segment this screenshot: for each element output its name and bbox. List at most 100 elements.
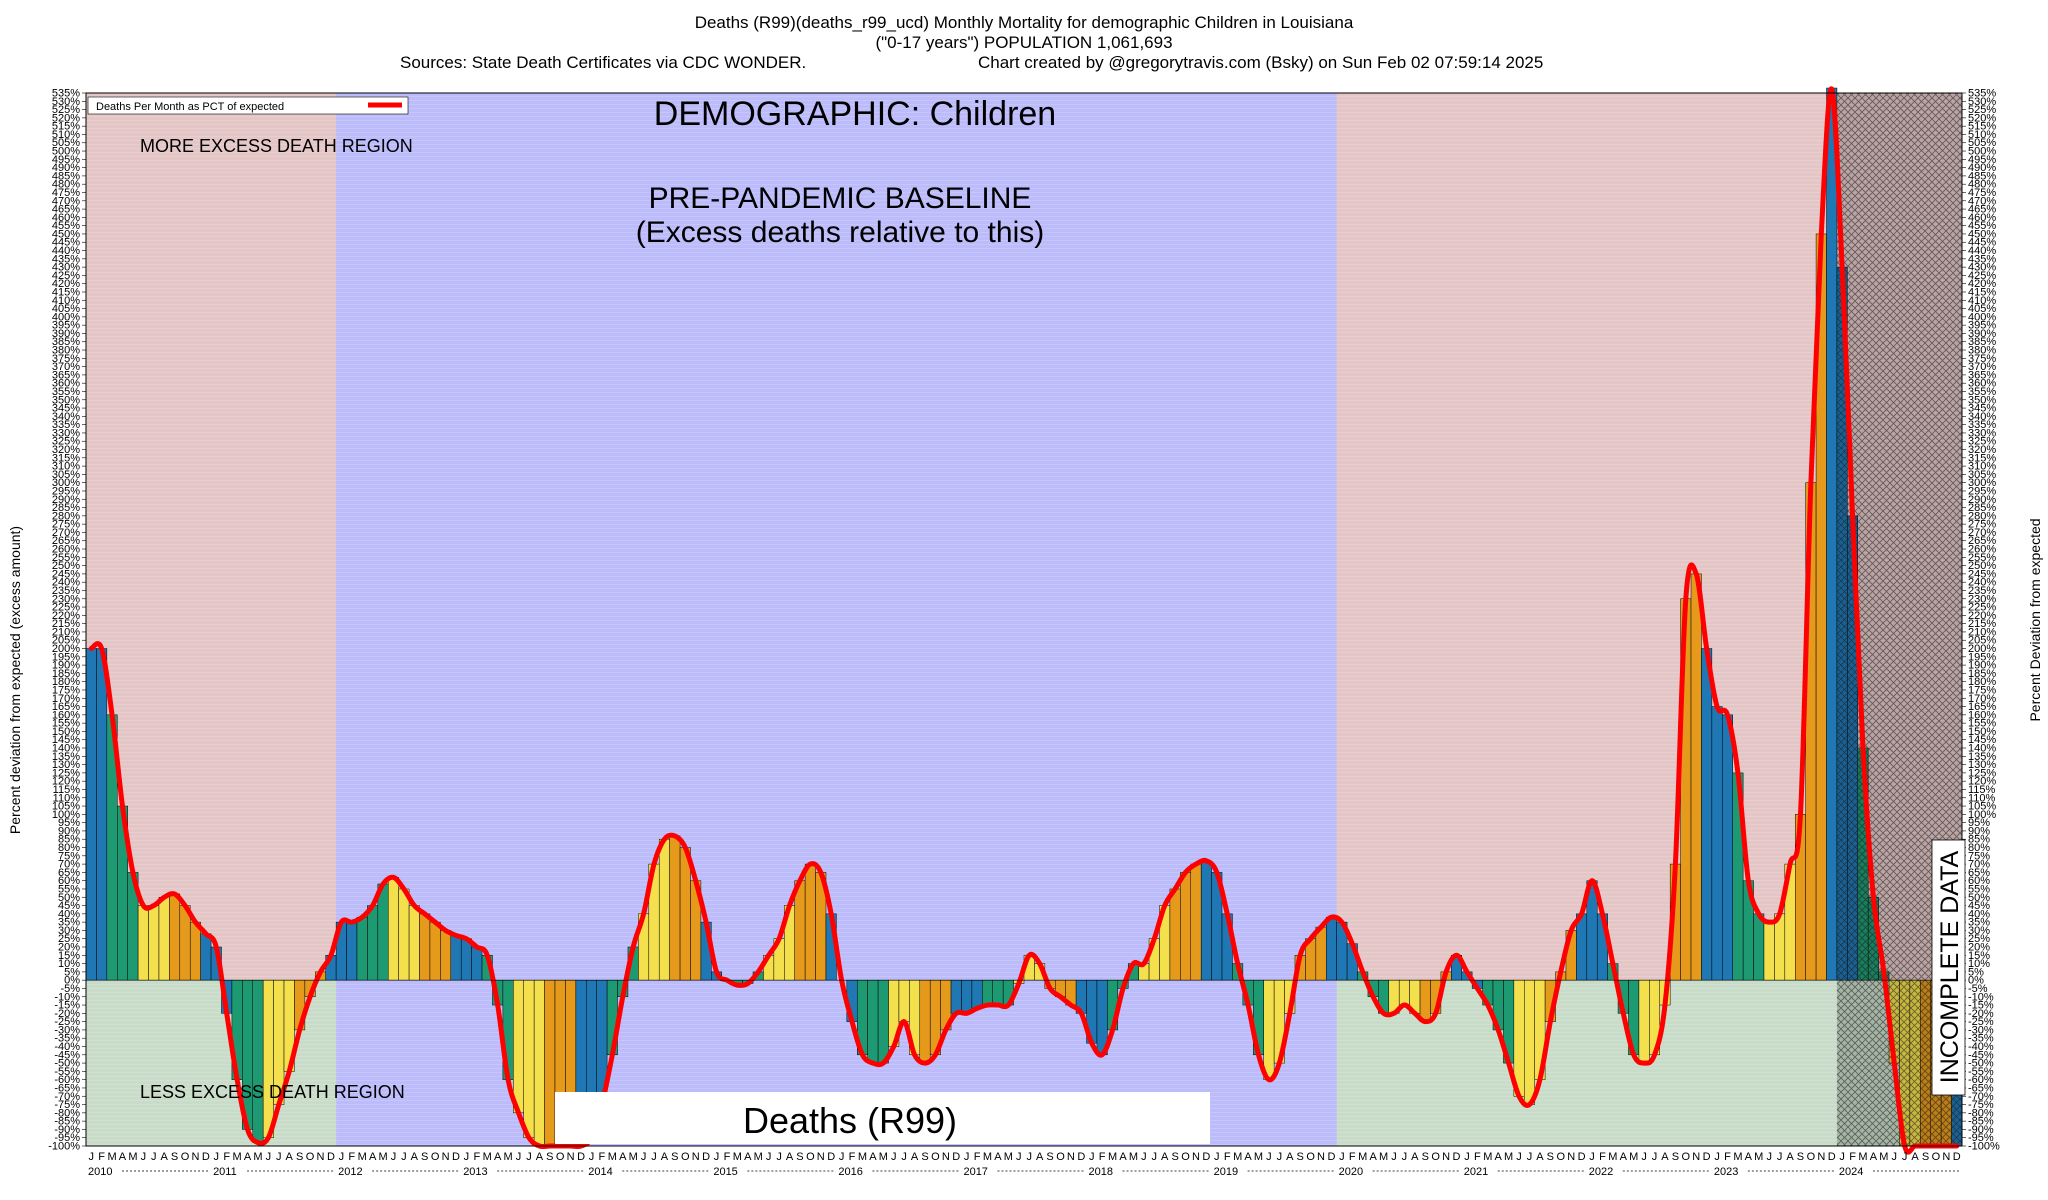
- y-tick-label-left: 510%: [52, 129, 80, 141]
- x-tick-month: J: [1839, 1151, 1845, 1163]
- y-tick-label-left: 160%: [52, 709, 80, 721]
- y-tick-label-left: -60%: [54, 1074, 80, 1086]
- y-tick-label-right: 80%: [1968, 842, 1990, 854]
- x-tick-month: O: [181, 1151, 190, 1163]
- bar-2012-12: [450, 935, 462, 981]
- x-tick-month: A: [1786, 1151, 1794, 1163]
- x-tick-year: 2013: [463, 1166, 487, 1178]
- y-tick-label-right: 365%: [1968, 369, 1996, 381]
- y-tick-label-left: -80%: [54, 1107, 80, 1119]
- bar-2012-2: [346, 921, 358, 981]
- y-tick-label-right: -80%: [1968, 1107, 1994, 1119]
- x-tick-month: M: [1483, 1151, 1492, 1163]
- y-tick-label-left: 315%: [52, 452, 80, 464]
- bar-2018-12: [1200, 860, 1212, 981]
- y-tick-label-right: 115%: [1968, 784, 1996, 796]
- y-tick-label-left: 195%: [52, 651, 80, 663]
- x-tick-month: J: [1214, 1151, 1220, 1163]
- x-tick-month: A: [1911, 1151, 1919, 1163]
- incomplete-label: INCOMPLETE DATA: [1931, 839, 1966, 1096]
- y-tick-label-left: 225%: [52, 602, 80, 614]
- y-tick-label-left: 185%: [52, 668, 80, 680]
- y-tick-label-right: 165%: [1968, 701, 1996, 713]
- x-tick-month: J: [651, 1151, 657, 1163]
- y-tick-label-left: 35%: [58, 917, 80, 929]
- y-tick-label-left: 120%: [52, 776, 80, 788]
- x-tick-month: D: [202, 1151, 210, 1163]
- x-tick-month: A: [911, 1151, 919, 1163]
- bar-2010-10: [179, 905, 191, 981]
- x-tick-month: D: [1953, 1151, 1961, 1163]
- y-tick-label-left: 240%: [52, 577, 80, 589]
- x-tick-month: J: [1141, 1151, 1147, 1163]
- y-tick-label-left: 135%: [52, 751, 80, 763]
- y-tick-label-left: -100%: [48, 1141, 80, 1153]
- y-tick-label-right: 125%: [1968, 767, 1996, 779]
- bar-2016-12: [950, 979, 962, 1014]
- y-tick-label-left: 170%: [52, 693, 80, 705]
- y-tick-label-left: 370%: [52, 361, 80, 373]
- x-tick-month: S: [1922, 1151, 1929, 1163]
- y-tick-label-left: 485%: [52, 170, 80, 182]
- y-tick-label-right: 205%: [1968, 635, 1996, 647]
- x-tick-month: D: [1828, 1151, 1836, 1163]
- x-tick-month: S: [546, 1151, 553, 1163]
- y-tick-label-left: 470%: [52, 195, 80, 207]
- y-axis-label-right: Percent Deviation from expected: [2027, 518, 2043, 721]
- y-tick-label-right: 190%: [1968, 660, 1996, 672]
- x-tick-month: D: [452, 1151, 460, 1163]
- y-tick-label-right: 410%: [1968, 295, 1996, 307]
- y-tick-label-right: 405%: [1968, 303, 1996, 315]
- y-tick-label-left: -55%: [54, 1066, 80, 1078]
- y-tick-label-left: 490%: [52, 162, 80, 174]
- x-tick-month: A: [1286, 1151, 1294, 1163]
- y-tick-label-right: 20%: [1968, 942, 1990, 954]
- y-tick-label-right: 400%: [1968, 311, 1996, 323]
- x-tick-month: A: [1870, 1151, 1878, 1163]
- y-tick-label-right: 460%: [1968, 212, 1996, 224]
- y-tick-label-left: 10%: [58, 958, 80, 970]
- incomplete-label-bg: [1931, 839, 1966, 1096]
- y-tick-label-right: 335%: [1968, 419, 1996, 431]
- y-tick-label-left: 260%: [52, 544, 80, 556]
- y-tick-label-left: 255%: [52, 552, 80, 564]
- x-tick-month: J: [339, 1151, 345, 1163]
- x-tick-month: A: [661, 1151, 669, 1163]
- y-tick-label-right: 340%: [1968, 411, 1996, 423]
- x-tick-month: A: [1369, 1151, 1377, 1163]
- y-tick-label-right: 275%: [1968, 519, 1996, 531]
- y-tick-label-left: 300%: [52, 477, 80, 489]
- y-tick-label-right: 140%: [1968, 743, 1996, 755]
- y-tick-label-right: 455%: [1968, 220, 1996, 232]
- x-tick-month: A: [1495, 1151, 1503, 1163]
- y-tick-label-right: -25%: [1968, 1016, 1994, 1028]
- bar-2016-7: [898, 979, 910, 1022]
- bar-2010-9: [169, 893, 181, 981]
- x-tick-month: F: [974, 1151, 981, 1163]
- x-tick-month: J: [1652, 1151, 1658, 1163]
- y-tick-label-right: 235%: [1968, 585, 1996, 597]
- x-tick-year: 2024: [1839, 1166, 1863, 1178]
- x-tick-month: F: [223, 1151, 230, 1163]
- y-tick-label-right: 350%: [1968, 394, 1996, 406]
- incomplete-label-text: INCOMPLETE DATA: [1936, 850, 1964, 1083]
- y-tick-label-left: -50%: [54, 1058, 80, 1070]
- bar-2010-7: [148, 905, 160, 981]
- x-tick-month: A: [1244, 1151, 1252, 1163]
- y-tick-label-left: -65%: [54, 1082, 80, 1094]
- x-tick-month: F: [1224, 1151, 1231, 1163]
- x-tick-month: S: [296, 1151, 303, 1163]
- y-tick-label-left: 215%: [52, 618, 80, 630]
- x-tick-month: A: [1661, 1151, 1669, 1163]
- x-tick-month: O: [1682, 1151, 1691, 1163]
- less-excess-label: LESS EXCESS DEATH REGION: [140, 1082, 405, 1102]
- y-tick-label-left: 385%: [52, 336, 80, 348]
- x-tick-month: D: [702, 1151, 710, 1163]
- bar-2011-5: [252, 979, 264, 1143]
- y-axis-right: 535%530%525%520%515%510%505%500%495%490%…: [1962, 88, 2000, 1153]
- y-tick-label-right: 90%: [1968, 825, 1990, 837]
- y-tick-label-right: -5%: [1968, 983, 1988, 995]
- y-tick-label-right: 245%: [1968, 568, 1996, 580]
- x-tick-month: J: [88, 1151, 94, 1163]
